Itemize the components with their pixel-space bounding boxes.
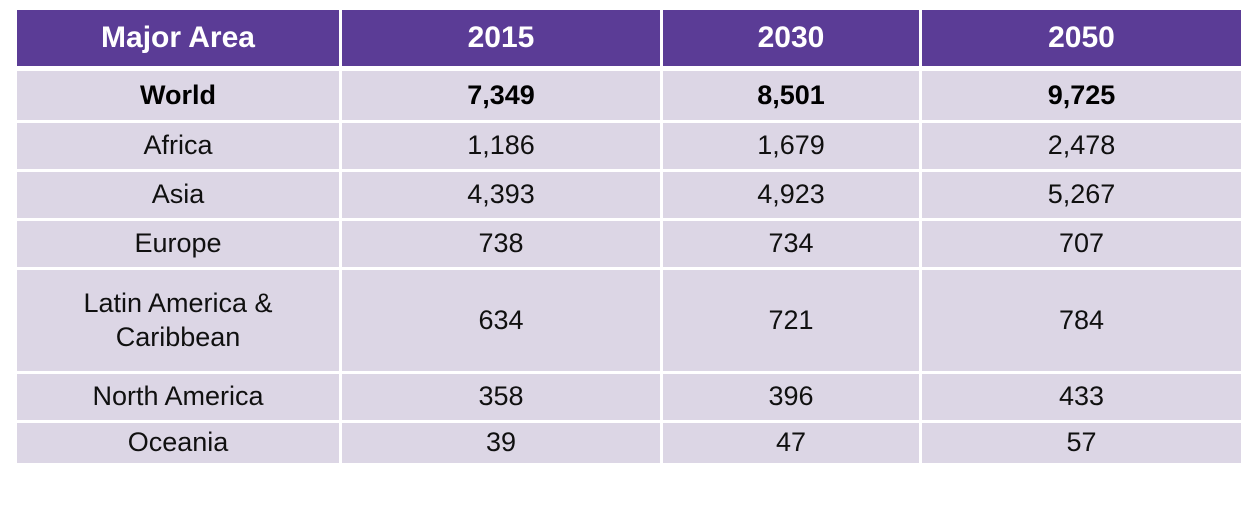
value-cell: 57 [922, 423, 1241, 463]
value-cell: 721 [663, 270, 919, 371]
value-cell: 1,186 [342, 123, 660, 169]
value-cell: 8,501 [663, 71, 919, 120]
row-north-america: North America 358 396 433 [17, 374, 1241, 420]
value-cell: 784 [922, 270, 1241, 371]
area-cell: Africa [17, 123, 339, 169]
header-cell-2030: 2030 [663, 10, 919, 68]
area-cell: World [17, 71, 339, 120]
value-cell: 7,349 [342, 71, 660, 120]
value-cell: 2,478 [922, 123, 1241, 169]
value-cell: 4,393 [342, 172, 660, 218]
value-cell: 433 [922, 374, 1241, 420]
value-cell: 47 [663, 423, 919, 463]
header-cell-2015: 2015 [342, 10, 660, 68]
area-cell: North America [17, 374, 339, 420]
row-world: World 7,349 8,501 9,725 [17, 71, 1241, 120]
row-latin-america-caribbean: Latin America & Caribbean 634 721 784 [17, 270, 1241, 371]
value-cell: 4,923 [663, 172, 919, 218]
value-cell: 396 [663, 374, 919, 420]
value-cell: 5,267 [922, 172, 1241, 218]
area-cell: Oceania [17, 423, 339, 463]
row-africa: Africa 1,186 1,679 2,478 [17, 123, 1241, 169]
area-cell: Asia [17, 172, 339, 218]
value-cell: 738 [342, 221, 660, 267]
value-cell: 1,679 [663, 123, 919, 169]
row-europe: Europe 738 734 707 [17, 221, 1241, 267]
area-cell: Latin America & Caribbean [17, 270, 339, 371]
row-asia: Asia 4,393 4,923 5,267 [17, 172, 1241, 218]
area-cell: Europe [17, 221, 339, 267]
value-cell: 39 [342, 423, 660, 463]
header-cell-major-area: Major Area [17, 10, 339, 68]
row-oceania: Oceania 39 47 57 [17, 423, 1241, 463]
table-header-row: Major Area 2015 2030 2050 [17, 10, 1241, 68]
value-cell: 634 [342, 270, 660, 371]
value-cell: 707 [922, 221, 1241, 267]
value-cell: 734 [663, 221, 919, 267]
value-cell: 9,725 [922, 71, 1241, 120]
population-table: Major Area 2015 2030 2050 World 7,349 8,… [14, 7, 1244, 466]
value-cell: 358 [342, 374, 660, 420]
header-cell-2050: 2050 [922, 10, 1241, 68]
